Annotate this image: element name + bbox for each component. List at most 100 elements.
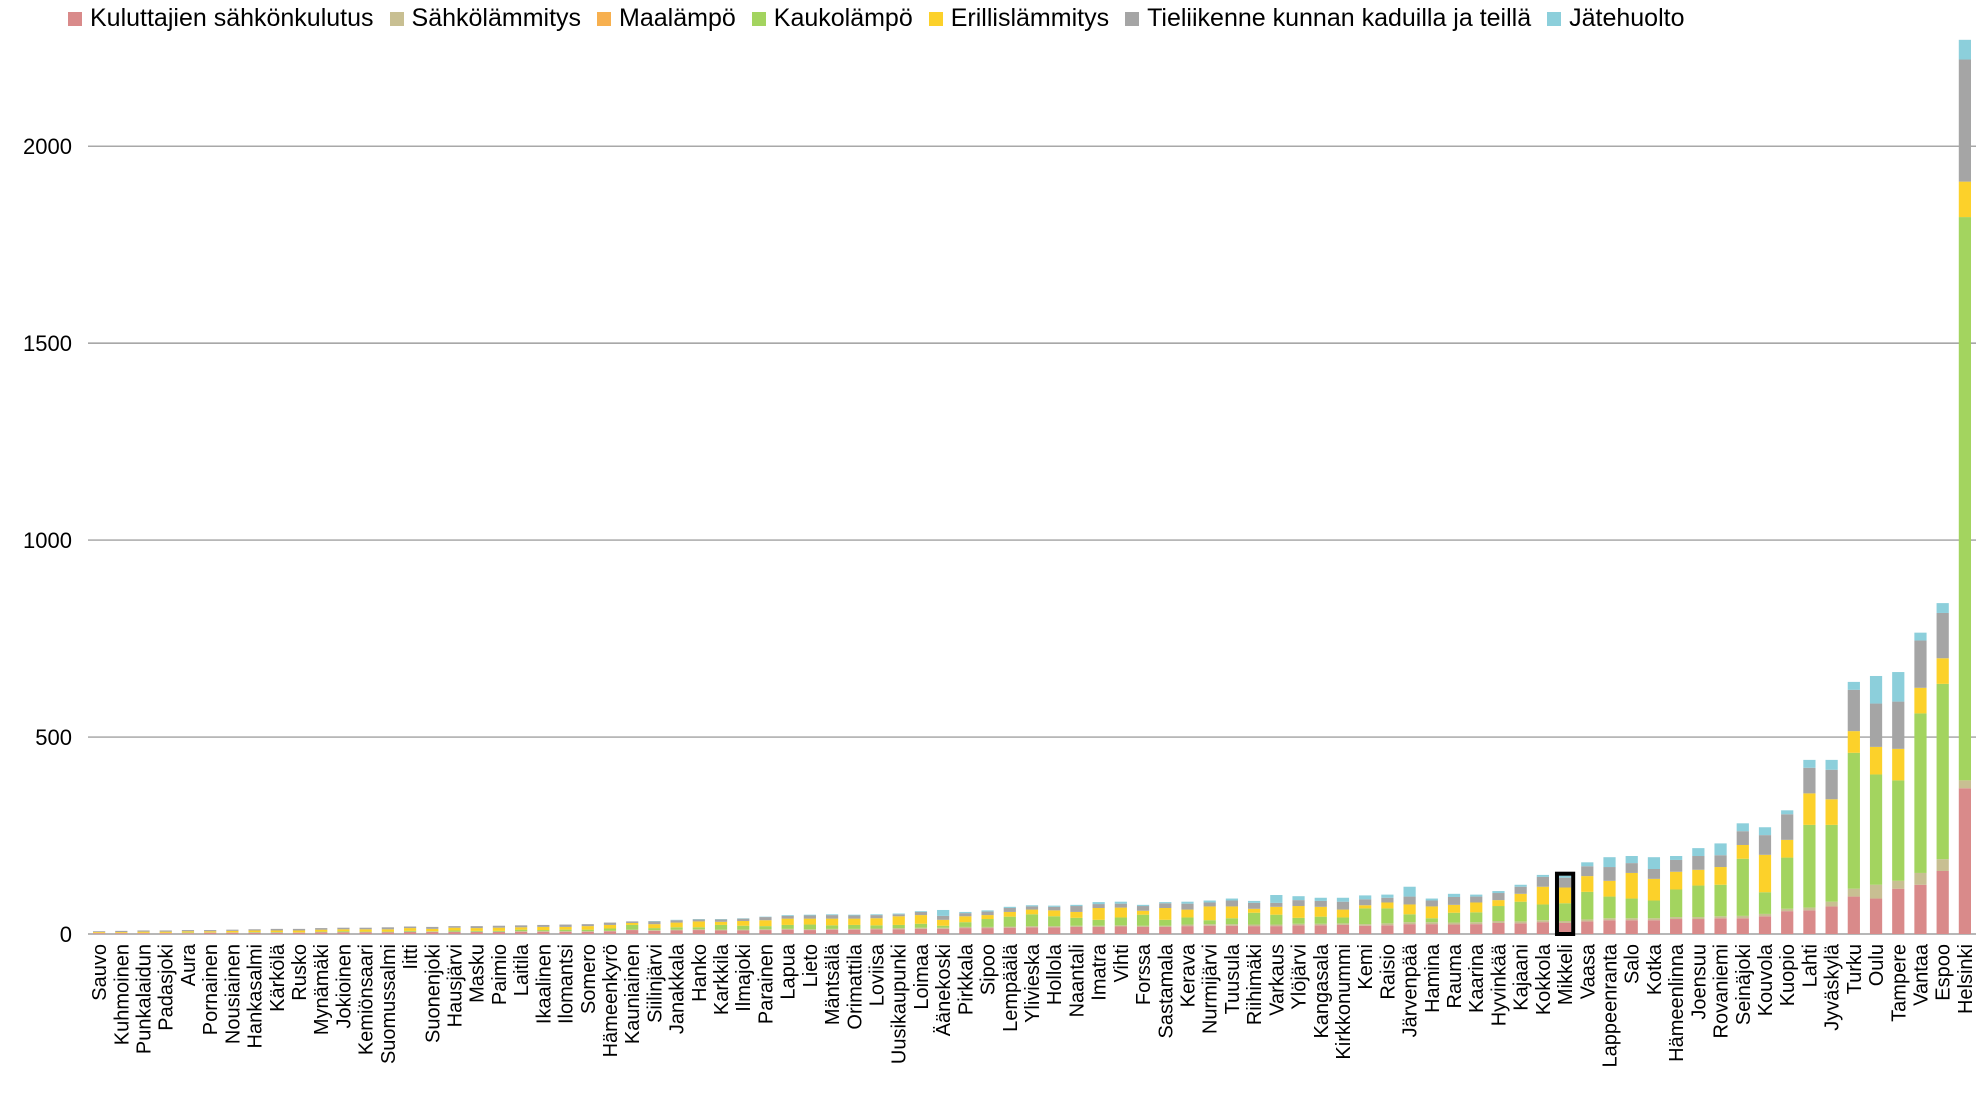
bar-segment	[115, 933, 128, 934]
bar-segment	[1825, 769, 1838, 800]
x-tick-label: Parainen	[755, 944, 777, 1024]
bar-segment	[670, 929, 683, 931]
bar-segment	[1336, 909, 1350, 918]
bar-segment	[692, 919, 705, 922]
x-tick-label: Kotka	[1644, 943, 1666, 995]
bar-segment	[1625, 856, 1638, 864]
bar-segment	[1914, 872, 1927, 885]
x-tick-label: Kouvola	[1755, 943, 1777, 1016]
bar-segment	[92, 931, 106, 933]
bar-segment	[1847, 681, 1860, 690]
bar-segment	[1892, 748, 1905, 781]
bar-segment	[1914, 687, 1927, 714]
bar-segment	[626, 922, 639, 925]
legend-swatch	[68, 11, 82, 26]
x-tick-label: Sauvo	[89, 944, 111, 1001]
bar-segment	[959, 922, 972, 927]
bar-segment	[603, 931, 617, 934]
bar-segment	[1936, 683, 1949, 860]
bar-segment	[470, 932, 483, 934]
bar-segment	[892, 924, 905, 929]
bar-segment	[226, 930, 239, 933]
bar-segment	[1514, 884, 1527, 887]
bar-segment	[1003, 926, 1016, 928]
bar-segment	[914, 911, 928, 912]
bar-segment	[1825, 906, 1838, 934]
bar-segment	[759, 920, 772, 927]
bar-segment	[759, 930, 772, 934]
bar-segment	[759, 926, 772, 930]
bar-segment	[1869, 774, 1883, 885]
bar-segment	[204, 931, 217, 933]
bar-segment	[426, 926, 439, 929]
y-tick-label: 500	[35, 725, 72, 750]
bar-segment	[1336, 897, 1350, 902]
x-tick-label: Hyvinkää	[1488, 943, 1510, 1026]
bar-segment	[1425, 924, 1438, 934]
x-tick-label: Espoo	[1933, 944, 1955, 1001]
bar-segment	[1136, 910, 1150, 915]
bar-segment	[781, 929, 794, 934]
bar-segment	[248, 929, 261, 931]
bar-segment	[1159, 903, 1172, 909]
bar-segment	[403, 930, 417, 932]
bar-segment	[559, 929, 572, 932]
bar-segment	[381, 929, 394, 932]
bar-segment	[870, 915, 883, 919]
x-tick-label: Ylivieska	[1022, 943, 1044, 1023]
bar-segment	[1048, 927, 1061, 934]
bar-segment	[1603, 918, 1616, 921]
bar-segment	[337, 929, 350, 932]
bar-segment	[1248, 924, 1261, 927]
bar-segment	[914, 923, 928, 928]
bar-segment	[1714, 855, 1727, 868]
bar-segment	[1025, 905, 1039, 907]
bar-segment	[914, 927, 928, 929]
bar-segment	[1825, 799, 1838, 825]
bar-segment	[1003, 916, 1016, 927]
bar-segment	[1603, 880, 1616, 897]
bar-segment	[1336, 901, 1350, 910]
bar-segment	[1647, 857, 1661, 870]
bar-segment	[1136, 904, 1150, 907]
bar-segment	[226, 932, 239, 934]
bar-segment	[1492, 891, 1505, 894]
legend-swatch	[928, 11, 943, 26]
bar-segment	[1225, 925, 1239, 934]
bar-segment	[626, 921, 639, 923]
x-tick-label: Hankasalmi	[245, 944, 267, 1048]
bar-segment	[1248, 912, 1261, 925]
bar-segment	[1447, 924, 1461, 934]
bar-segment	[1470, 912, 1483, 923]
bar-segment	[1558, 903, 1572, 922]
bar-segment	[1758, 835, 1772, 855]
x-tick-label: Hamina	[1422, 943, 1444, 1013]
x-tick-label: Jyväskylä	[1822, 943, 1844, 1031]
bar-segment	[1492, 893, 1505, 901]
bar-segment	[1581, 876, 1594, 892]
bar-segment	[159, 931, 172, 933]
bar-segment	[1292, 906, 1305, 918]
bar-segment	[92, 932, 106, 933]
bar-segment	[1092, 926, 1105, 934]
bar-segment	[1314, 900, 1327, 907]
bar-segment	[1869, 898, 1883, 934]
bar-segment	[714, 919, 728, 922]
bar-segment	[559, 926, 572, 930]
bar-segment	[1181, 917, 1194, 925]
bar-segment	[1136, 906, 1150, 911]
bar-segment	[1714, 843, 1727, 856]
bar-segment	[1670, 871, 1683, 890]
bar-segment	[1581, 862, 1594, 867]
legend-item: Tieliikenne kunnan kaduilla ja teillä	[1125, 4, 1531, 33]
bar-segment	[1136, 914, 1150, 926]
bar-segment	[1292, 900, 1305, 907]
bar-segment	[1070, 925, 1083, 927]
bar-segment	[714, 930, 728, 934]
bar-segment	[670, 922, 683, 928]
bar-segment	[1558, 877, 1572, 888]
bar-segment	[1581, 921, 1594, 934]
bar-segment	[359, 929, 372, 932]
x-tick-label: Janakkala	[667, 943, 689, 1034]
bar-segment	[1003, 906, 1016, 909]
